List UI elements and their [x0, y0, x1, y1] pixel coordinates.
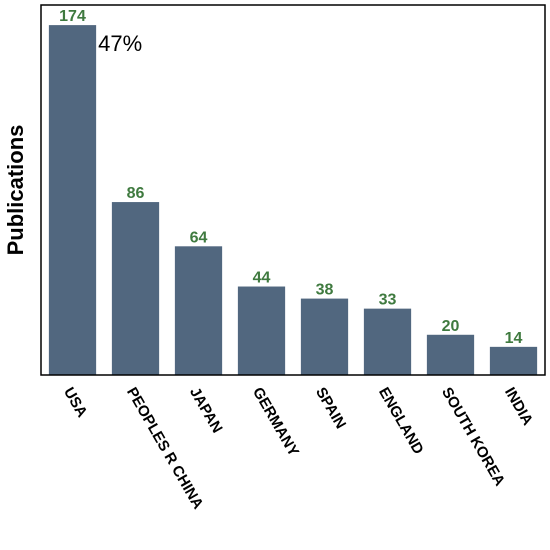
y-axis-label: Publications [3, 125, 28, 256]
x-tick-label-england: ENGLAND [375, 385, 427, 458]
bar-south-korea [426, 334, 475, 375]
bar-japan [174, 246, 223, 375]
bars-group [48, 25, 538, 376]
value-label-usa: 174 [59, 8, 86, 25]
value-label-spain: 38 [316, 282, 334, 299]
value-label-peoples-r-china: 86 [127, 185, 145, 202]
bar-england [363, 308, 412, 375]
bar-germany [237, 286, 286, 375]
x-tick-label-spain: SPAIN [312, 385, 349, 432]
bar-spain [300, 298, 349, 375]
x-tick-label-india: INDIA [501, 385, 536, 429]
bar-usa [48, 25, 97, 376]
value-label-england: 33 [379, 292, 397, 309]
annotation-usa: 47% [98, 31, 142, 56]
x-tick-label-south-korea: SOUTH KOREA [438, 385, 508, 490]
x-tick-label-japan: JAPAN [186, 385, 226, 437]
bar-peoples-r-china [111, 202, 160, 375]
value-label-india: 14 [505, 330, 523, 347]
value-label-germany: 44 [253, 270, 271, 287]
value-labels-group: 174 86 64 44 38 33 20 14 [59, 8, 522, 347]
plot-frame [40, 4, 546, 376]
x-tick-label-germany: GERMANY [249, 385, 302, 460]
bar-india [489, 346, 538, 375]
x-tick-label-usa: USA [60, 385, 91, 421]
annotations-group: 47% [98, 31, 142, 56]
value-label-japan: 64 [190, 229, 208, 246]
value-label-south-korea: 20 [442, 318, 460, 335]
